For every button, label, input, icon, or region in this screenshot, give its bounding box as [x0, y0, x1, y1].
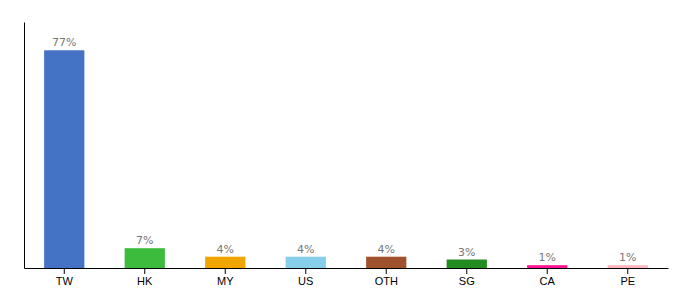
x-tick-label: TW — [56, 275, 74, 287]
x-tick: OTH — [375, 268, 398, 287]
x-tick-mark — [305, 268, 306, 274]
bar — [44, 50, 84, 268]
x-tick-label: US — [298, 275, 313, 287]
y-axis — [24, 23, 25, 269]
x-tick: HK — [137, 268, 153, 287]
data-label: 1% — [619, 251, 636, 264]
x-tick-mark — [466, 268, 467, 274]
x-tick-mark — [627, 268, 628, 274]
bar — [205, 257, 245, 268]
x-tick: MY — [217, 268, 234, 287]
x-tick-label: HK — [137, 275, 153, 287]
x-tick-label: OTH — [375, 275, 398, 287]
x-tick-label: MY — [217, 275, 234, 287]
plot: TW HK MY US OTH SG CA PE 77% 7% 4% 4% 4% 3% 1% 1% — [25, 23, 669, 287]
x-tick-mark — [144, 268, 145, 274]
data-label: 77% — [52, 36, 76, 49]
data-label: 1% — [539, 251, 556, 264]
x-tick-mark — [225, 268, 226, 274]
bar — [608, 265, 648, 268]
x-tick-label: CA — [540, 275, 556, 287]
x-tick-mark — [547, 268, 548, 274]
x-axis: TW HK MY US OTH SG CA PE — [25, 268, 669, 287]
x-tick: SG — [459, 268, 475, 287]
bar — [125, 248, 165, 268]
x-tick: PE — [620, 268, 635, 287]
x-tick-label: SG — [459, 275, 475, 287]
x-tick: CA — [540, 268, 556, 287]
bars — [44, 50, 648, 268]
data-label: 4% — [378, 243, 395, 256]
data-labels: 77% 7% 4% 4% 4% 3% 1% 1% — [52, 36, 636, 264]
chart: TW HK MY US OTH SG CA PE 77% 7% 4% 4% 4% 3% 1% 1% — [0, 0, 680, 300]
bar — [447, 260, 487, 268]
data-label: 3% — [458, 246, 475, 259]
x-tick-mark — [64, 268, 65, 274]
y-axis-line — [24, 23, 25, 269]
bar — [366, 257, 406, 268]
x-tick-mark — [386, 268, 387, 274]
bar — [527, 265, 567, 268]
x-axis-line — [25, 268, 669, 269]
x-tick: US — [298, 268, 313, 287]
data-label: 4% — [217, 243, 234, 256]
x-tick-label: PE — [620, 275, 635, 287]
data-label: 7% — [136, 234, 153, 247]
bar — [286, 257, 326, 268]
data-label: 4% — [297, 243, 314, 256]
x-tick: TW — [56, 268, 74, 287]
